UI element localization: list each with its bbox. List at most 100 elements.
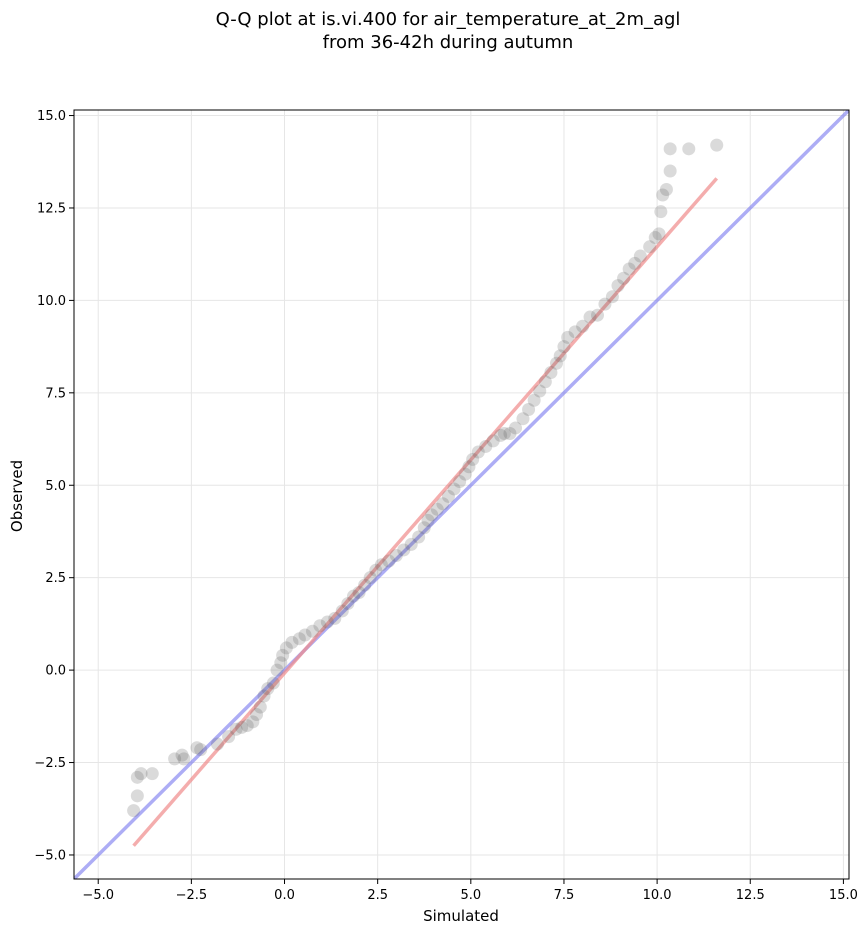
- data-point: [682, 142, 696, 156]
- data-point: [544, 365, 558, 379]
- data-point: [611, 279, 625, 293]
- reference-lines: [74, 110, 849, 879]
- y-tick-label: 2.5: [45, 571, 66, 586]
- data-point: [590, 308, 604, 322]
- data-point: [553, 349, 567, 363]
- data-point: [382, 554, 396, 568]
- x-tick-label: 0.0: [274, 888, 295, 903]
- y-tick-label: 15.0: [37, 109, 66, 124]
- data-point: [246, 715, 260, 729]
- data-point: [441, 489, 455, 503]
- data-point: [516, 412, 530, 426]
- data-point: [274, 656, 288, 670]
- data-point: [652, 227, 666, 241]
- data-point: [576, 319, 590, 333]
- data-point: [194, 743, 208, 757]
- x-tick-label: 5.0: [460, 888, 481, 903]
- data-point: [374, 558, 388, 572]
- x-tick-label: 2.5: [367, 888, 388, 903]
- data-point: [145, 767, 159, 781]
- data-point: [369, 563, 383, 577]
- data-point: [583, 310, 597, 324]
- data-point: [663, 164, 677, 178]
- plot-area: [74, 110, 849, 879]
- data-point: [462, 460, 476, 474]
- axis-ticks: −5.0 −2.5 0.0 2.5 5.0 7.5 10.0 12.5 15.0 −5.0 −2.5…: [34, 109, 857, 903]
- data-point: [458, 467, 472, 481]
- data-point: [421, 513, 435, 527]
- data-point: [270, 663, 284, 677]
- x-tick-label: 12.5: [736, 888, 765, 903]
- data-point: [412, 530, 426, 544]
- data-point: [436, 497, 450, 511]
- data-point: [648, 231, 662, 245]
- data-point: [453, 475, 467, 489]
- y-tick-label: 7.5: [45, 386, 66, 401]
- fit-line: [132, 177, 719, 847]
- data-point: [279, 641, 293, 655]
- data-point: [598, 297, 612, 311]
- data-point: [397, 543, 411, 557]
- data-point: [261, 682, 275, 696]
- data-point: [328, 611, 342, 625]
- data-point: [605, 290, 619, 304]
- y-tick-label: 5.0: [45, 479, 66, 494]
- x-tick-label: 7.5: [554, 888, 575, 903]
- data-point: [622, 262, 636, 276]
- data-point: [346, 589, 360, 603]
- data-point: [305, 624, 319, 638]
- data-point: [497, 426, 511, 440]
- data-point: [663, 142, 677, 156]
- data-point: [134, 767, 148, 781]
- data-point: [494, 428, 508, 442]
- data-point: [130, 789, 144, 803]
- y-tick-label: 10.0: [37, 294, 66, 309]
- data-point: [175, 748, 189, 762]
- data-point: [527, 393, 541, 407]
- x-axis-label: Simulated: [423, 907, 499, 925]
- data-point: [130, 770, 144, 784]
- data-point: [266, 676, 280, 690]
- data-point: [235, 720, 249, 734]
- data-point: [533, 384, 547, 398]
- identity-line: [74, 110, 849, 879]
- data-point: [229, 722, 243, 736]
- data-point: [710, 138, 724, 152]
- data-point: [177, 752, 191, 766]
- data-point: [253, 700, 267, 714]
- data-point: [190, 741, 204, 755]
- y-axis-label: Observed: [8, 460, 26, 532]
- data-point: [628, 256, 642, 270]
- grid-lines: [74, 110, 849, 879]
- x-tick-label: 10.0: [643, 888, 672, 903]
- y-tick-label: −5.0: [34, 848, 66, 863]
- data-point: [335, 604, 349, 618]
- data-point: [447, 482, 461, 496]
- data-point: [363, 571, 377, 585]
- data-point: [425, 508, 439, 522]
- data-point: [654, 205, 668, 219]
- data-point: [341, 597, 355, 611]
- data-point: [222, 730, 236, 744]
- data-point: [522, 402, 536, 416]
- data-point: [127, 804, 141, 818]
- data-point: [285, 635, 299, 649]
- data-point: [561, 330, 575, 344]
- data-point: [659, 182, 673, 196]
- data-point: [486, 434, 500, 448]
- x-tick-label: −2.5: [176, 888, 208, 903]
- data-point: [276, 648, 290, 662]
- data-point: [557, 340, 571, 354]
- data-point: [358, 578, 372, 592]
- data-point: [538, 375, 552, 389]
- data-point: [292, 632, 306, 646]
- data-point: [471, 445, 485, 459]
- data-point: [466, 452, 480, 466]
- data-points: [127, 138, 724, 818]
- data-point: [503, 426, 517, 440]
- data-point: [617, 271, 631, 285]
- data-point: [509, 421, 523, 435]
- data-point: [352, 585, 366, 599]
- x-tick-label: −5.0: [82, 888, 114, 903]
